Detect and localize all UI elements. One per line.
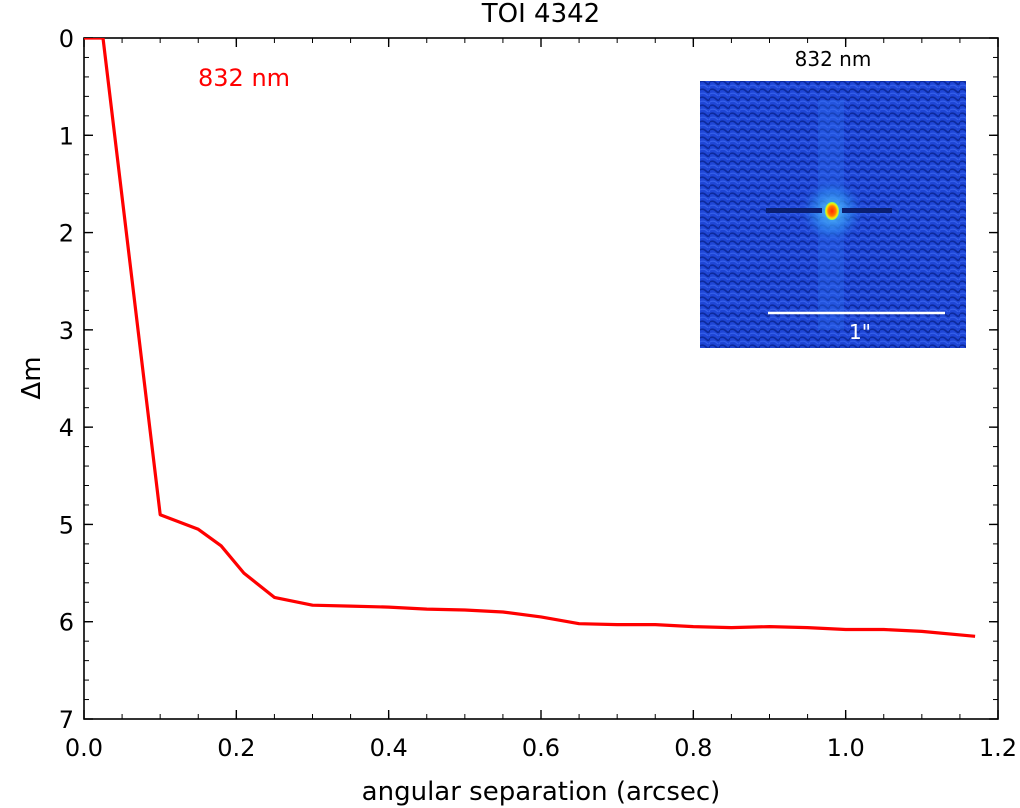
legend-label: 832 nm <box>198 64 290 92</box>
inset-scale-label: 1" <box>849 320 871 344</box>
x-tick-label: 0.8 <box>674 734 712 762</box>
x-axis-label: angular separation (arcsec) <box>362 777 721 807</box>
inset-image: 832 nm 1" <box>700 47 966 348</box>
series-line-832nm <box>84 38 976 638</box>
inset-title: 832 nm <box>795 47 872 71</box>
y-tick-label: 3 <box>59 317 74 345</box>
y-tick-label: 2 <box>59 220 74 248</box>
y-tick-label: 7 <box>59 706 74 734</box>
y-tick-label: 5 <box>59 511 74 539</box>
inset-psf-core <box>825 202 839 220</box>
x-tick-label: 0.4 <box>370 734 408 762</box>
y-tick-label: 6 <box>59 609 74 637</box>
inset-right-arm <box>842 208 892 213</box>
y-tick-label: 1 <box>59 122 74 150</box>
x-axis: 0.0 0.2 0.4 0.6 0.8 1.0 1.2 <box>65 38 1017 762</box>
x-tick-label: 0.2 <box>217 734 255 762</box>
x-tick-label: 1.0 <box>827 734 865 762</box>
inset-left-arm <box>766 208 822 213</box>
y-tick-label: 0 <box>59 25 74 53</box>
x-tick-label: 1.2 <box>979 734 1017 762</box>
chart-title: TOI 4342 <box>481 0 600 29</box>
x-tick-label: 0.6 <box>522 734 560 762</box>
x-tick-label: 0.0 <box>65 734 103 762</box>
y-tick-label: 4 <box>59 414 74 442</box>
y-axis-label: Δm <box>17 356 47 399</box>
